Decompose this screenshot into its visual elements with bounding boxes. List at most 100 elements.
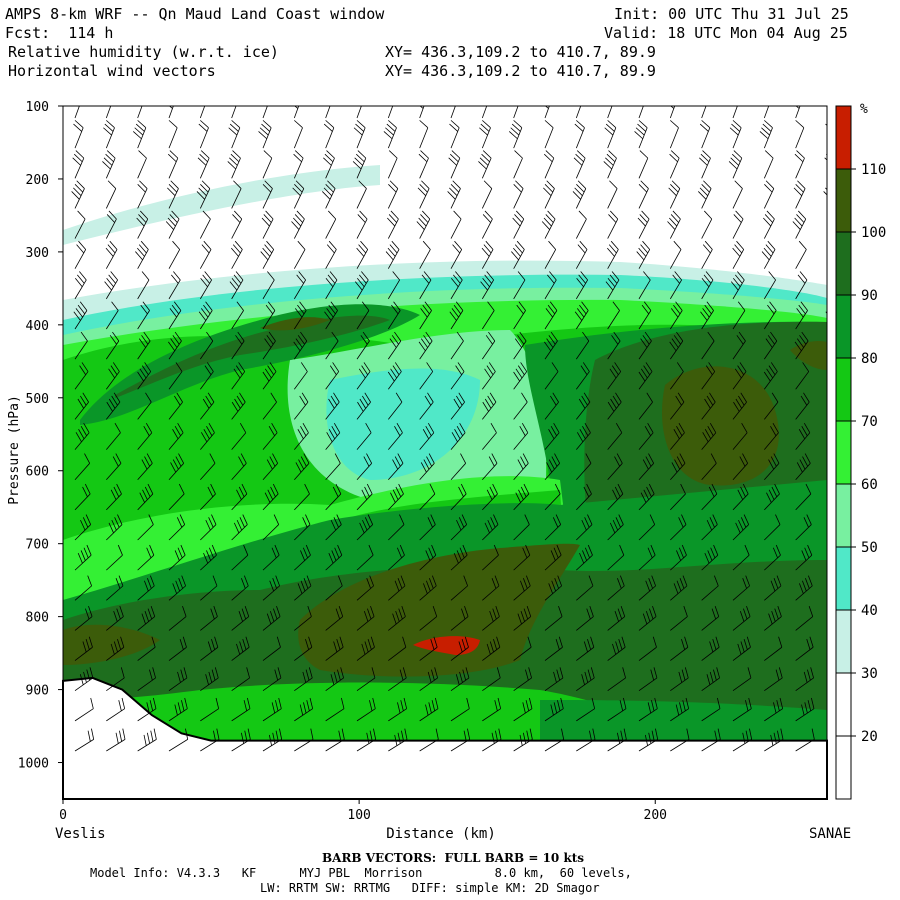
barb-feather bbox=[324, 153, 334, 163]
wind-barb bbox=[229, 271, 244, 300]
init-time: Init: 00 UTC Thu 31 Jul 25 bbox=[614, 5, 849, 23]
wind-barb bbox=[701, 514, 718, 541]
barb-feather bbox=[549, 271, 557, 281]
wind-barb bbox=[701, 106, 707, 119]
wind-barb bbox=[763, 150, 774, 179]
barb-feather bbox=[483, 244, 492, 254]
wind-barb bbox=[607, 514, 624, 541]
barb-feather bbox=[247, 697, 251, 709]
barb-feather bbox=[78, 429, 85, 439]
barb-staff bbox=[670, 616, 688, 631]
barb-feather bbox=[482, 120, 491, 129]
wind-barb bbox=[356, 636, 375, 661]
wind-barb bbox=[294, 453, 310, 480]
barb-feather bbox=[106, 401, 113, 412]
rh-contour-fill bbox=[63, 106, 827, 799]
wind-barb bbox=[294, 697, 314, 722]
wind-barb bbox=[325, 331, 339, 360]
barb-feather bbox=[208, 517, 214, 528]
barb-feather bbox=[576, 184, 585, 193]
barb-feather bbox=[304, 483, 310, 495]
barb-feather bbox=[772, 422, 779, 433]
wind-barb bbox=[543, 180, 555, 209]
barb-staff bbox=[387, 279, 400, 300]
barb-feather bbox=[576, 277, 584, 288]
barb-staff bbox=[356, 677, 376, 692]
barb-feather bbox=[274, 544, 280, 556]
barb-staff bbox=[450, 585, 468, 601]
barb-feather bbox=[776, 700, 780, 711]
barb-staff bbox=[481, 188, 493, 209]
barb-staff bbox=[701, 218, 713, 239]
barb-feather bbox=[832, 674, 835, 685]
barb-feather bbox=[279, 728, 283, 740]
wind-barb bbox=[670, 575, 688, 601]
barb-feather bbox=[648, 453, 655, 464]
barb-feather bbox=[516, 240, 525, 250]
barb-feather bbox=[802, 362, 810, 372]
barb-feather bbox=[420, 214, 429, 223]
barb-staff bbox=[482, 432, 497, 450]
barb-feather bbox=[141, 271, 150, 281]
barb-feather bbox=[792, 98, 800, 105]
wind-barb bbox=[450, 362, 465, 390]
barb-feather bbox=[480, 123, 490, 132]
barb-feather bbox=[108, 368, 116, 379]
barb-feather bbox=[529, 697, 533, 709]
barb-feather bbox=[332, 362, 340, 372]
barb-feather bbox=[422, 304, 430, 315]
barb-feather bbox=[702, 308, 710, 318]
wind-barb bbox=[573, 150, 586, 179]
barb-feather bbox=[387, 371, 395, 382]
barb-feather bbox=[823, 191, 827, 196]
wind-barb bbox=[294, 362, 308, 390]
barb-feather bbox=[150, 606, 156, 617]
barb-feather bbox=[510, 98, 518, 105]
colorbar-swatch bbox=[836, 736, 851, 799]
barb-feather bbox=[670, 184, 679, 193]
wind-barb bbox=[106, 422, 121, 450]
wind-barb bbox=[262, 575, 281, 601]
barb-feather bbox=[213, 606, 218, 617]
barb-feather bbox=[393, 301, 401, 311]
barb-feather bbox=[118, 700, 122, 711]
barb-feather bbox=[172, 459, 179, 470]
barb-feather bbox=[396, 422, 403, 433]
wind-barb bbox=[544, 575, 563, 601]
wind-barb bbox=[325, 483, 342, 511]
barb-feather bbox=[517, 365, 525, 375]
barb-feather bbox=[494, 700, 498, 711]
barb-feather bbox=[458, 392, 465, 403]
barb-feather bbox=[498, 728, 502, 740]
barb-feather bbox=[584, 547, 590, 559]
barb-feather bbox=[403, 697, 408, 709]
barb-feather bbox=[431, 700, 436, 711]
wind-barb bbox=[74, 210, 86, 239]
barb-feather bbox=[768, 489, 775, 500]
barb-feather bbox=[297, 240, 306, 250]
barb-feather bbox=[73, 153, 83, 163]
barb-staff bbox=[200, 340, 214, 360]
barb-feather bbox=[88, 606, 93, 617]
barb-feather bbox=[327, 274, 336, 284]
barb-feather bbox=[395, 611, 400, 622]
wind-barb bbox=[670, 667, 689, 692]
barb-feather bbox=[334, 547, 340, 559]
barb-staff bbox=[325, 708, 345, 722]
barb-feather bbox=[214, 667, 219, 679]
barb-feather bbox=[361, 489, 368, 500]
barb-feather bbox=[796, 214, 805, 223]
barb-feather bbox=[137, 371, 144, 382]
barb-feather bbox=[620, 606, 626, 617]
barb-feather bbox=[673, 583, 679, 594]
wind-barb bbox=[105, 106, 112, 119]
barb-feather bbox=[451, 432, 458, 443]
wind-barb bbox=[638, 697, 658, 722]
barb-feather bbox=[168, 341, 176, 352]
wind-barb bbox=[512, 210, 525, 239]
barb-feather bbox=[419, 184, 428, 193]
barb-feather bbox=[777, 606, 782, 617]
barb-feather bbox=[803, 422, 811, 433]
barb-feather bbox=[800, 395, 808, 406]
barb-feather bbox=[707, 426, 714, 436]
